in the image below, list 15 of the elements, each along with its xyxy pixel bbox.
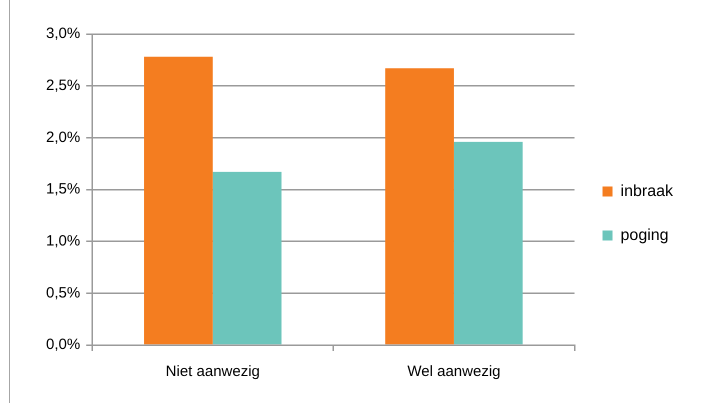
- y-tick-label: 3,0%: [46, 25, 80, 42]
- x-tick-label: Wel aanwezig: [407, 363, 500, 380]
- y-tick-label: 2,0%: [46, 128, 80, 146]
- y-tick-label: 0,5%: [46, 284, 80, 302]
- y-tick-label: 0,0%: [46, 336, 80, 354]
- y-tick-label: 1,0%: [46, 232, 80, 250]
- y-tick-label: 2,5%: [46, 76, 80, 94]
- bar: [212, 172, 282, 344]
- bar: [454, 142, 523, 344]
- legend-label: inbraak: [620, 182, 674, 200]
- x-tick-label: Niet aanwezig: [166, 363, 260, 380]
- y-tick-label: 1,5%: [46, 180, 80, 198]
- legend-label: poging: [620, 226, 669, 244]
- bar: [385, 68, 454, 344]
- bar: [144, 56, 213, 344]
